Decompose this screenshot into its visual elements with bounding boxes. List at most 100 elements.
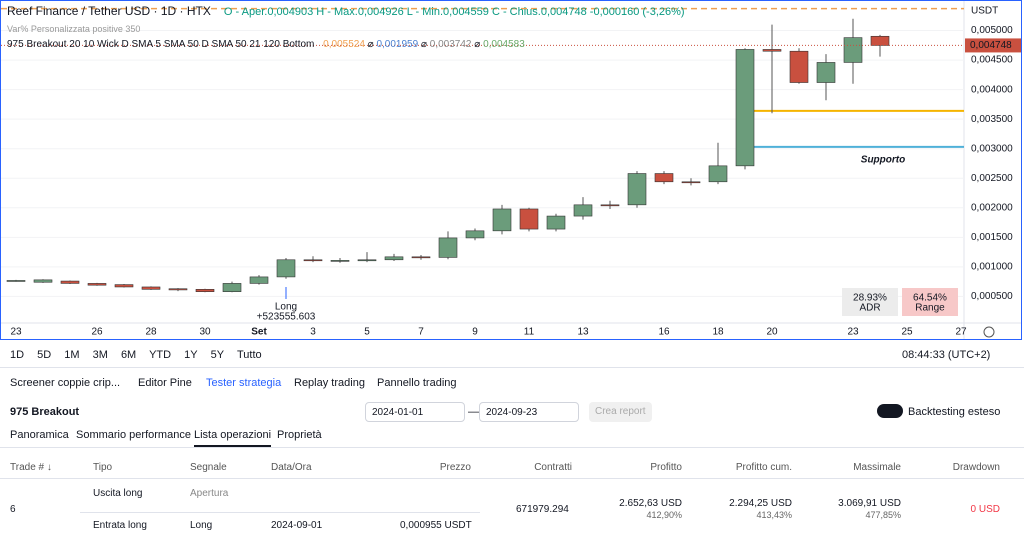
column-header: Massimale (853, 462, 901, 473)
y-tick-label: 0,004000 (971, 84, 1013, 95)
candle-body (843, 37, 863, 63)
chart-panel: USDT 0,000500 0,001000 0,001500 0,002000 0,0… (0, 0, 1022, 340)
candle-body (762, 49, 782, 52)
candle-body (411, 256, 431, 259)
exit-type: Uscita long (93, 488, 143, 499)
x-tick-label: 13 (577, 327, 589, 338)
range-button[interactable]: YTD (149, 349, 172, 361)
indicator: 975 Breakout 20 10 Wick D SMA 5 SMA 50 D… (7, 39, 315, 50)
subtab[interactable]: Proprietà (277, 429, 322, 441)
range-button[interactable]: 3M (92, 349, 108, 361)
x-tick-label: 30 (199, 327, 211, 338)
tab[interactable]: Editor Pine (138, 377, 192, 389)
candle-body (384, 256, 404, 261)
tab[interactable]: Screener coppie crip... (10, 377, 121, 389)
column-header: Contratti (534, 462, 572, 473)
subtab[interactable]: Panoramica (10, 429, 69, 441)
cum-profit-pct: 413,43% (756, 510, 792, 520)
column-header: Tipo (93, 462, 113, 473)
candle-body (573, 204, 593, 217)
candle-body (222, 283, 242, 292)
indicator-value: 0,001959 (376, 39, 419, 50)
exit-signal: Apertura (190, 488, 229, 499)
y-tick-label: 0,002500 (971, 173, 1013, 184)
range-button[interactable]: 6M (120, 349, 137, 361)
column-header: Data/Ora (271, 462, 312, 473)
y-tick-label: 0,005000 (971, 25, 1013, 36)
cum-profit: 2.294,25 USD (729, 498, 792, 509)
symbol-row: Reef Finance / Tether USD · 1D · HTX O -… (7, 4, 685, 18)
strategy-name: 975 Breakout (10, 406, 80, 418)
y-tick-label: 0,001000 (971, 262, 1013, 273)
x-tick-label: 25 (901, 327, 913, 338)
candle-body (6, 280, 26, 282)
entry-signal: Long (190, 520, 213, 531)
candle-body (330, 260, 350, 262)
indicator-value: 0,003742 (429, 39, 472, 50)
subtab[interactable]: Lista operazioni (194, 429, 272, 447)
column-header: Trade # ↓ (10, 462, 52, 473)
candle-body (654, 173, 674, 183)
range-button[interactable]: 1M (64, 349, 80, 361)
stat-label: Range (915, 303, 945, 314)
y-tick-label: 0,002000 (971, 202, 1013, 213)
entry-type: Entrata long (93, 520, 147, 531)
stat-value: 64.54% (913, 293, 947, 304)
stat-value: 28.93% (853, 293, 887, 304)
trade-number: 6 (10, 504, 16, 515)
range-button[interactable]: Tutto (237, 349, 262, 361)
column-header: Segnale (190, 462, 227, 473)
candle-body (492, 208, 512, 232)
x-tick-label: 28 (145, 327, 157, 338)
tab[interactable]: Tester strategia (206, 377, 282, 389)
settings-icon[interactable] (983, 326, 995, 338)
end-date[interactable]: 2024-09-23 (479, 402, 579, 422)
clock: 08:44:33 (UTC+2) (902, 349, 991, 361)
stat-box (902, 288, 958, 316)
column-header: Profitto cum. (735, 462, 792, 473)
last-price-label: 0,004748 (970, 40, 1012, 51)
candle-body (33, 279, 53, 283)
contracts: 671979.294 (516, 504, 569, 515)
candle-body (168, 288, 188, 291)
candle-body (816, 62, 836, 83)
x-tick-label: 23 (10, 327, 22, 338)
chart: USDT 0,000500 0,001000 0,001500 0,002000 0,0… (1, 1, 1021, 339)
candle-body (249, 276, 269, 284)
candle-body (141, 286, 161, 290)
x-tick-label: 16 (658, 327, 670, 338)
x-tick-label: 20 (766, 327, 778, 338)
y-tick-label: 0,003500 (971, 114, 1013, 125)
x-tick-label: 18 (712, 327, 724, 338)
trade-title: Long (275, 302, 297, 313)
candle-body (276, 259, 296, 278)
toggle[interactable] (877, 404, 903, 418)
range-button[interactable]: 5D (37, 349, 52, 361)
report-button[interactable]: Crea report (589, 402, 652, 422)
tab[interactable]: Pannello trading (377, 377, 457, 389)
y-tick-label: 0,000500 (971, 291, 1013, 302)
range-button[interactable]: 1D (10, 349, 25, 361)
range-button[interactable]: 5Y (210, 349, 225, 361)
candle-body (600, 204, 620, 207)
variation: Var% Personalizzata positive 350 (7, 24, 141, 34)
profit-pct: 412,90% (646, 510, 682, 520)
indicator-value: 0,004583 (483, 39, 525, 50)
tab[interactable]: Replay trading (294, 377, 365, 389)
start-date[interactable]: 2024-01-01 (365, 402, 465, 422)
candle-body (708, 165, 728, 183)
subtab[interactable]: Sommario performance (76, 429, 191, 441)
range-button[interactable]: 1Y (184, 349, 198, 361)
symbol: Reef Finance / Tether USD · 1D · HTX (7, 4, 211, 18)
candle-body (627, 173, 647, 206)
candle-body (681, 181, 701, 184)
entry-price: 0,000955 USDT (400, 520, 472, 531)
candle-body (357, 259, 377, 262)
currency: USDT (971, 6, 998, 17)
x-tick-label: 11 (524, 327, 535, 338)
x-tick-label: Set (251, 327, 267, 338)
column-header: Drawdown (952, 462, 1000, 473)
extended-label: Backtesting esteso (908, 406, 1001, 418)
stat-label: ADR (859, 303, 880, 314)
